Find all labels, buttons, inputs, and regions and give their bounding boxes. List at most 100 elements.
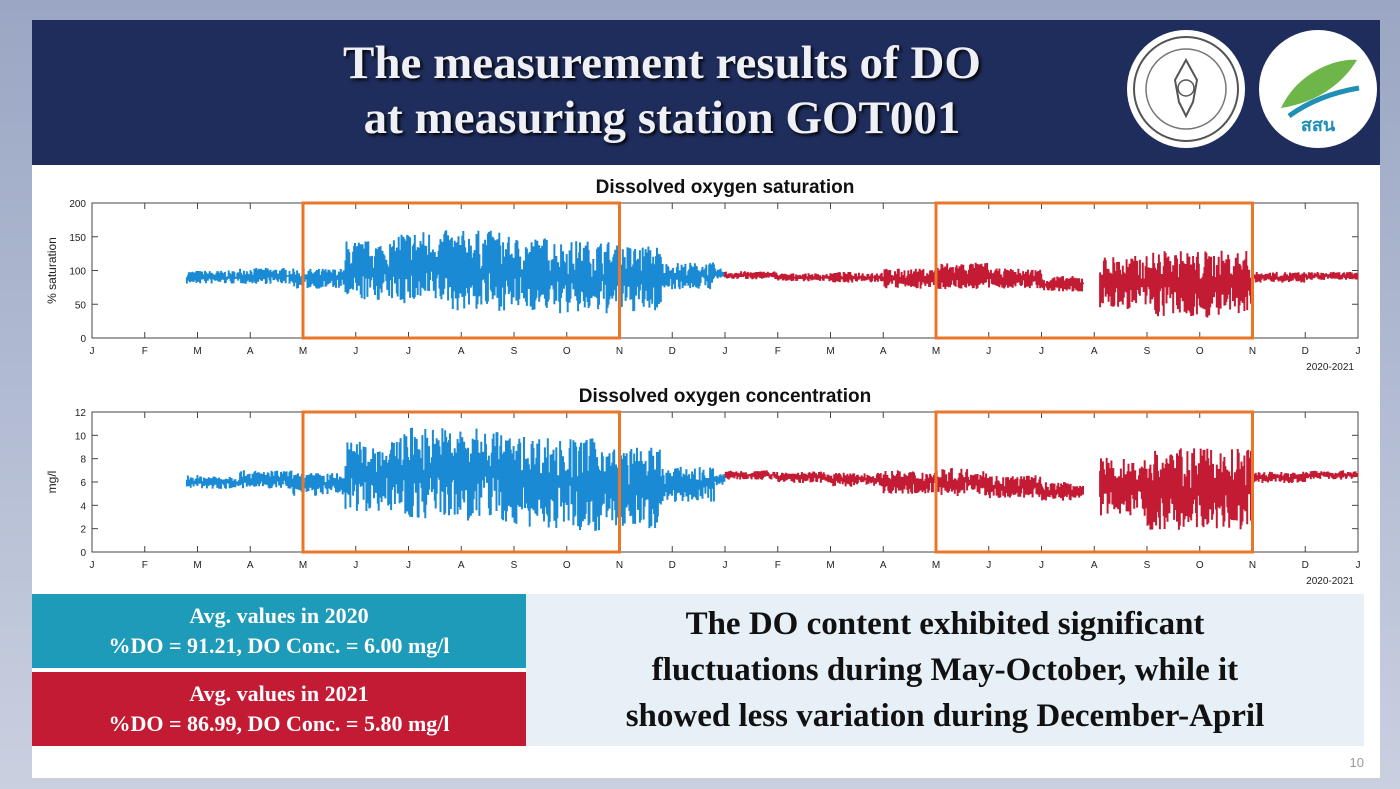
- x-tick-label: F: [775, 346, 781, 357]
- series-2021: [724, 448, 1359, 530]
- x-tick-label: O: [1196, 560, 1204, 571]
- conclusion-box: The DO content exhibited significant flu…: [526, 594, 1364, 746]
- x-tick-label: M: [193, 346, 201, 357]
- x-tick-label: N: [1249, 560, 1256, 571]
- seal-icon: [1133, 36, 1239, 142]
- y-tick-label: 4: [80, 501, 86, 512]
- title-line-1: The measurement results of DO: [343, 37, 981, 89]
- y-tick-label: 0: [80, 548, 86, 559]
- logo-text: สสน: [1300, 115, 1336, 135]
- x-tick-label: N: [616, 346, 623, 357]
- x-axis-label: 2020-2021: [1306, 362, 1354, 373]
- x-tick-label: F: [775, 560, 781, 571]
- x-tick-label: J: [723, 346, 728, 357]
- x-tick-label: J: [1039, 560, 1044, 571]
- x-tick-label: N: [616, 560, 623, 571]
- conclusion-line-2: fluctuations during May-October, while i…: [651, 652, 1239, 688]
- highlight-box-2: [934, 201, 1254, 340]
- x-tick-label: D: [669, 346, 676, 357]
- x-tick-label: J: [1356, 346, 1361, 357]
- y-tick-label: 150: [69, 233, 86, 244]
- slide: The measurement results of DO at measuri…: [32, 20, 1380, 778]
- x-tick-label: F: [142, 346, 148, 357]
- x-tick-label: J: [353, 346, 358, 357]
- x-tick-label: S: [1144, 560, 1151, 571]
- x-tick-label: J: [406, 346, 411, 357]
- x-tick-label: S: [511, 346, 518, 357]
- x-tick-label: M: [826, 560, 834, 571]
- y-tick-label: 200: [69, 199, 86, 210]
- avg-2020-box: Avg. values in 2020 %DO = 91.21, DO Conc…: [32, 594, 526, 668]
- x-tick-label: N: [1249, 346, 1256, 357]
- chart-title: Dissolved oxygen concentration: [579, 386, 871, 407]
- series-2020: [185, 427, 726, 531]
- y-tick-label: 8: [80, 455, 86, 466]
- avg-2021-box: Avg. values in 2021 %DO = 86.99, DO Conc…: [32, 672, 526, 746]
- chart-saturation: Dissolved oxygen saturation 0 50 100 150 200 J…: [32, 170, 1380, 380]
- x-tick-label: J: [90, 560, 95, 571]
- x-tick-label: S: [511, 560, 518, 571]
- x-tick-label: A: [247, 346, 254, 357]
- x-tick-label: O: [563, 346, 571, 357]
- y-tick-label: 0: [80, 334, 86, 345]
- x-tick-label: O: [563, 560, 571, 571]
- x-tick-label: M: [932, 346, 940, 357]
- concentration-svg: Dissolved oxygen concentration 0 2 4 6 8 10 12 J…: [45, 386, 1361, 587]
- x-tick-label: A: [880, 346, 887, 357]
- avg-2020-values: %DO = 91.21, DO Conc. = 6.00 mg/l: [108, 633, 450, 658]
- x-tick-label: J: [406, 560, 411, 571]
- x-tick-label: J: [986, 346, 991, 357]
- chart-title: Dissolved oxygen saturation: [596, 177, 855, 198]
- x-tick-label: F: [142, 560, 148, 571]
- conclusion-line-1: The DO content exhibited significant: [685, 606, 1205, 642]
- x-tick-label: S: [1144, 346, 1151, 357]
- x-tick-label: M: [826, 346, 834, 357]
- y-tick-label: 12: [75, 408, 87, 419]
- y-axis-label: % saturation: [45, 237, 59, 304]
- series-2020: [185, 230, 726, 314]
- saturation-svg: Dissolved oxygen saturation 0 50 100 150 200 J…: [45, 177, 1361, 373]
- x-tick-label: M: [932, 560, 940, 571]
- highlight-box-1: [301, 201, 621, 340]
- x-tick-label: D: [669, 560, 676, 571]
- highlight-box-1: [301, 410, 621, 554]
- slide-title: The measurement results of DO at measuri…: [232, 36, 1092, 146]
- avg-2021-title: Avg. values in 2021: [189, 681, 369, 706]
- x-tick-label: O: [1196, 346, 1204, 357]
- slide-header: The measurement results of DO at measuri…: [32, 20, 1380, 165]
- y-tick-label: 6: [80, 478, 86, 489]
- x-tick-label: A: [458, 560, 465, 571]
- x-tick-label: D: [1302, 346, 1309, 357]
- y-tick-label: 10: [75, 431, 87, 442]
- x-tick-label: J: [723, 560, 728, 571]
- x-tick-label: M: [299, 560, 307, 571]
- x-tick-label: A: [1091, 346, 1098, 357]
- highlight-box-2: [934, 410, 1254, 554]
- avg-2020-title: Avg. values in 2020: [189, 603, 369, 628]
- x-tick-label: J: [90, 346, 95, 357]
- y-tick-label: 100: [69, 267, 86, 278]
- series-2021: [724, 250, 1359, 318]
- x-tick-label: A: [247, 560, 254, 571]
- x-tick-label: A: [1091, 560, 1098, 571]
- y-tick-label: 50: [75, 300, 87, 311]
- x-tick-label: J: [353, 560, 358, 571]
- x-tick-label: A: [880, 560, 887, 571]
- title-line-2: at measuring station GOT001: [363, 92, 961, 144]
- y-axis-label: mg/l: [45, 471, 59, 494]
- chart-concentration: Dissolved oxygen concentration 0 2 4 6 8 10 12 J…: [32, 382, 1380, 594]
- leaf-icon: [1281, 59, 1360, 119]
- x-tick-label: M: [193, 560, 201, 571]
- university-seal-logo: [1127, 30, 1245, 148]
- x-tick-label: D: [1302, 560, 1309, 571]
- conclusion-line-3: showed less variation during December-Ap…: [625, 698, 1265, 734]
- avg-2021-values: %DO = 86.99, DO Conc. = 5.80 mg/l: [108, 711, 450, 736]
- x-tick-label: M: [299, 346, 307, 357]
- x-tick-label: J: [1356, 560, 1361, 571]
- x-axis-label: 2020-2021: [1306, 576, 1354, 587]
- x-tick-label: J: [1039, 346, 1044, 357]
- x-tick-label: J: [986, 560, 991, 571]
- page-number: 10: [1349, 755, 1364, 770]
- x-tick-label: A: [458, 346, 465, 357]
- y-tick-label: 2: [80, 525, 86, 536]
